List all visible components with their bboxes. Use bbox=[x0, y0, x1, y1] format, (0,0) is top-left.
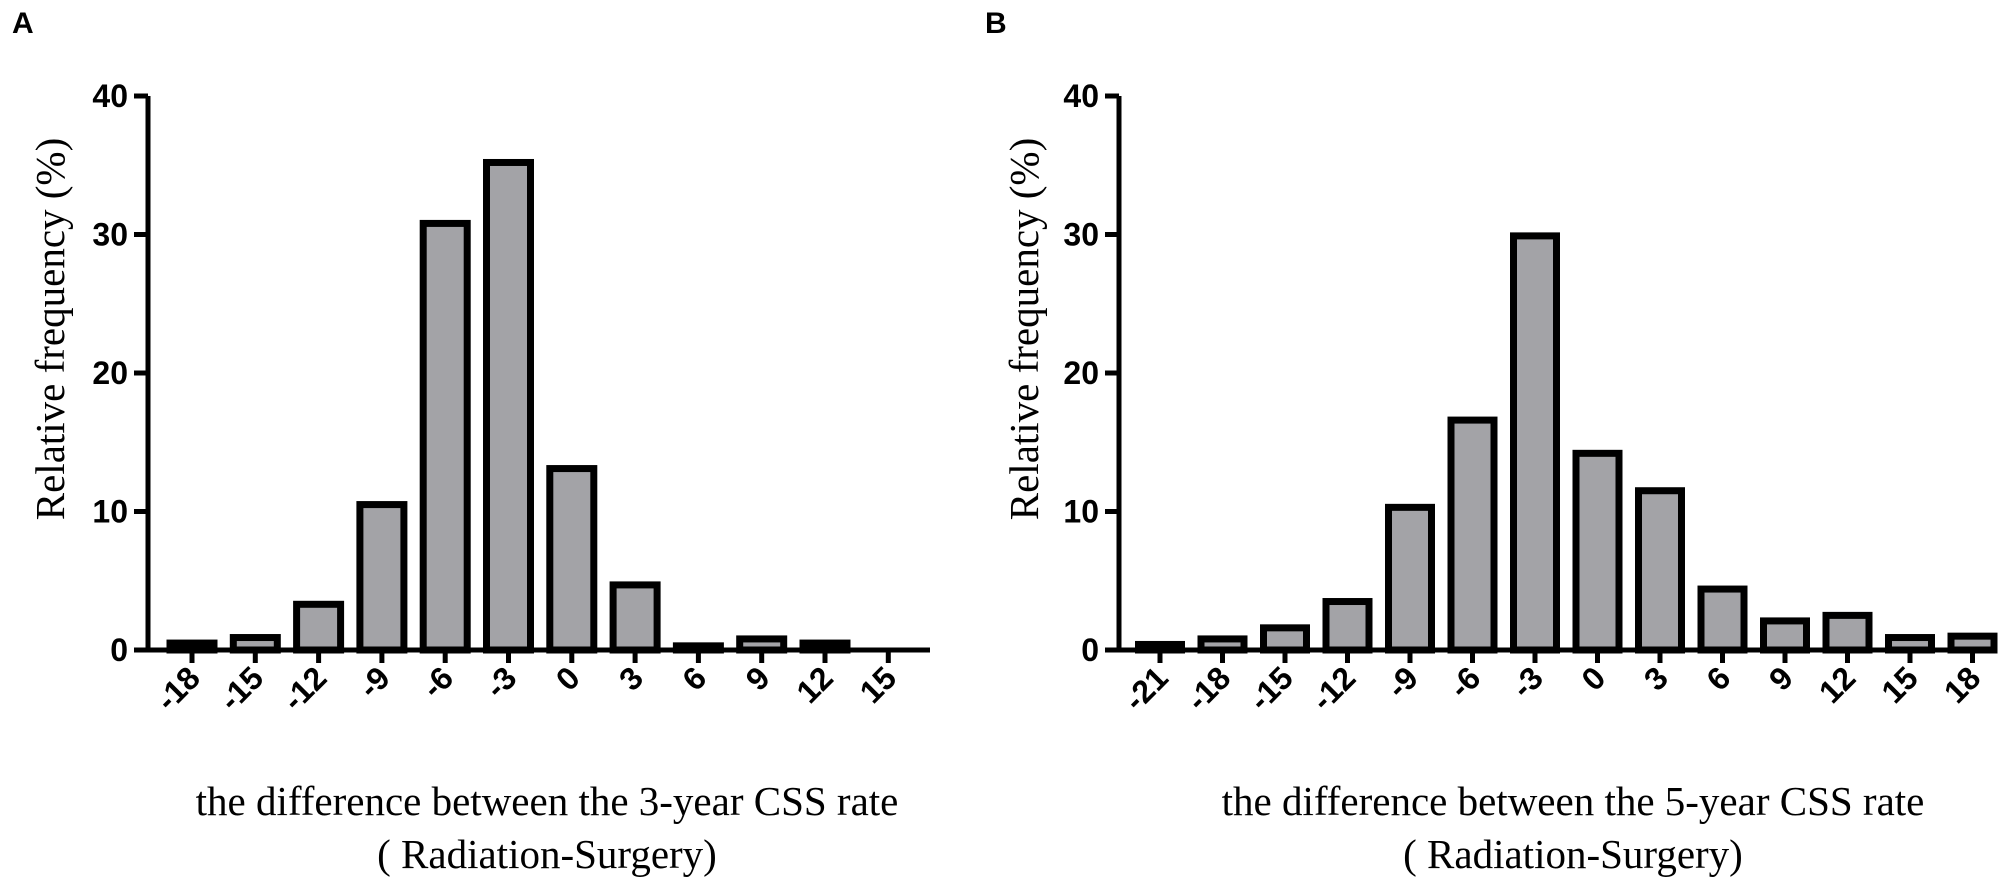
panel-b-x-ticks: -21 -18 -15 -12 -9 -6 -3 0 3 6 9 12 15 18 bbox=[1117, 650, 1988, 718]
panel-a-bar-3 bbox=[609, 581, 661, 654]
panel-b-x-tick-label--12: -12 bbox=[1304, 659, 1362, 717]
panel-b-x-axis-label-line2: ( Radiation-Surgery) bbox=[1403, 831, 1743, 877]
panel-b-x-tick-label--9: -9 bbox=[1379, 659, 1425, 705]
panel-b-letter: B bbox=[985, 7, 1007, 40]
panel-b-x-tick-label-12: 12 bbox=[1812, 659, 1863, 710]
panel-b-y-tick-label-40: 40 bbox=[1063, 78, 1099, 114]
panel-b-x-tick-label-3: 3 bbox=[1637, 659, 1675, 697]
panel-a-y-axis-label: Relative frequency (%) bbox=[27, 138, 73, 520]
panel-b-x-tick-label--18: -18 bbox=[1179, 659, 1237, 717]
panel-b-bar--3 bbox=[1510, 232, 1560, 654]
panel-b-x-tick-label-18: 18 bbox=[1937, 659, 1988, 710]
panel-b-bar--6 bbox=[1447, 416, 1498, 654]
panel-a-x-tick-label--12: -12 bbox=[275, 659, 333, 717]
panel-b-bar-0 bbox=[1572, 449, 1623, 654]
panel-b-y-ticks: 0 10 20 30 40 bbox=[1063, 78, 1119, 668]
panel-b-x-tick-label-0: 0 bbox=[1574, 659, 1612, 697]
panel-b-y-tick-label-0: 0 bbox=[1081, 632, 1099, 668]
panel-b-bars bbox=[1135, 232, 1998, 654]
panel-a-x-tick-label-15: 15 bbox=[853, 659, 904, 710]
panel-a-y-tick-label-20: 20 bbox=[92, 355, 128, 391]
panel-a-letter: A bbox=[12, 7, 34, 40]
panel-a-y-tick-label-0: 0 bbox=[110, 632, 128, 668]
panel-a-bar--12 bbox=[293, 600, 345, 654]
panel-a-bar--9 bbox=[356, 501, 408, 654]
panel-a-x-tick-label--18: -18 bbox=[149, 659, 207, 717]
panel-a-x-ticks: -18 -15 -12 -9 -6 -3 0 3 6 9 12 15 bbox=[149, 650, 903, 718]
panel-a-y-tick-label-30: 30 bbox=[92, 217, 128, 253]
panel-b-x-tick-label--15: -15 bbox=[1242, 659, 1300, 717]
panel-b-bar--12 bbox=[1322, 598, 1373, 654]
panel-b-x-tick-label-6: 6 bbox=[1699, 659, 1737, 697]
panel-a-x-tick-label-9: 9 bbox=[739, 659, 777, 697]
panel-b-y-tick-label-20: 20 bbox=[1063, 355, 1099, 391]
panel-b-bar-9 bbox=[1760, 617, 1810, 654]
panel-a-bar--6 bbox=[419, 219, 471, 654]
panel-a-x-tick-label--15: -15 bbox=[212, 659, 270, 717]
panel-a-axes bbox=[145, 96, 930, 653]
panel-b-x-tick-label--21: -21 bbox=[1117, 659, 1175, 717]
panel-b-y-tick-label-10: 10 bbox=[1063, 494, 1099, 530]
panel-a-x-tick-label-12: 12 bbox=[789, 659, 840, 710]
panel-a-x-tick-label--6: -6 bbox=[415, 659, 461, 705]
panel-a-x-tick-label-3: 3 bbox=[612, 659, 650, 697]
panel-a-y-ticks: 0 10 20 30 40 bbox=[92, 78, 148, 668]
panel-b-bar-6 bbox=[1697, 585, 1748, 654]
panel-a-x-axis-label-line1: the difference between the 3-year CSS ra… bbox=[196, 778, 899, 824]
panel-b-bar--9 bbox=[1385, 503, 1435, 654]
panel-b-x-axis-label-line1: the difference between the 5-year CSS ra… bbox=[1222, 778, 1925, 824]
panel-b-bar--15 bbox=[1260, 624, 1310, 654]
panel-a-bars bbox=[166, 158, 851, 654]
panel-b-bar-12 bbox=[1822, 611, 1873, 654]
panel-b-y-axis-label: Relative frequency (%) bbox=[1001, 138, 1047, 520]
panel-a-x-axis-label-line2: ( Radiation-Surgery) bbox=[377, 831, 717, 877]
panel-b-y-tick-label-30: 30 bbox=[1063, 217, 1099, 253]
panel-b-x-tick-label-9: 9 bbox=[1762, 659, 1800, 697]
panel-b-bar-3 bbox=[1635, 487, 1685, 654]
panel-b-x-tick-label--6: -6 bbox=[1442, 659, 1488, 705]
panel-a-x-tick-label-0: 0 bbox=[549, 659, 587, 697]
panel-a-x-tick-label--9: -9 bbox=[351, 659, 397, 705]
panel-a-y-tick-label-40: 40 bbox=[92, 78, 128, 114]
panel-a-x-tick-label--3: -3 bbox=[478, 659, 524, 705]
panel-a-bar-0 bbox=[546, 465, 598, 654]
panel-a-x-tick-label-6: 6 bbox=[675, 659, 713, 697]
panel-a-bar--3 bbox=[483, 158, 534, 654]
panel-b-x-tick-label--3: -3 bbox=[1504, 659, 1550, 705]
panel-b-x-tick-label-15: 15 bbox=[1874, 659, 1925, 710]
panel-a-y-tick-label-10: 10 bbox=[92, 494, 128, 530]
